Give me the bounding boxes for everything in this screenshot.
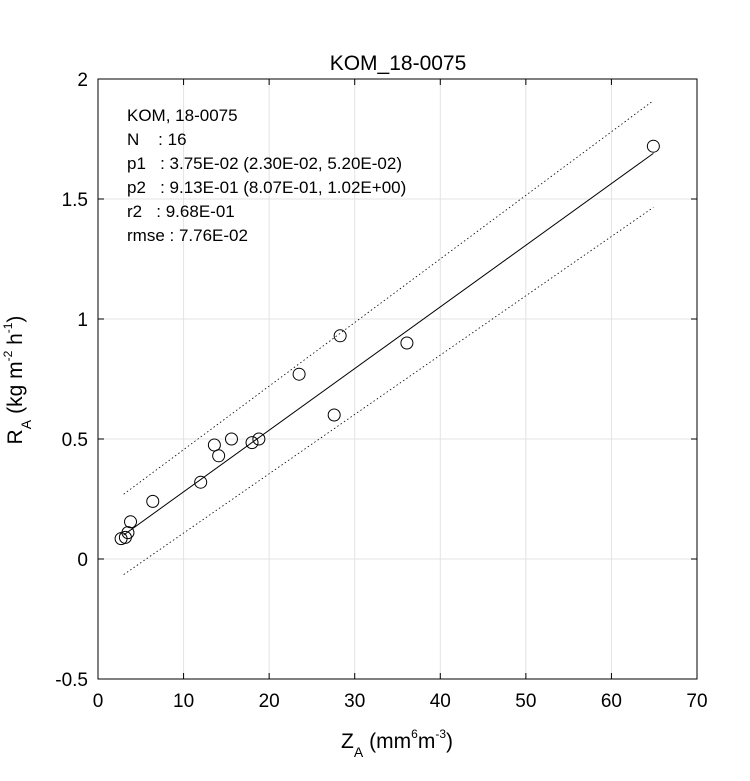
prediction-bounds	[123, 100, 654, 575]
y-tick-label: -0.5	[55, 670, 88, 691]
data-point	[146, 494, 160, 508]
y-label-mid: h	[4, 333, 27, 351]
y-label-sup2: -1	[1, 322, 15, 333]
x-tick-label: 60	[601, 691, 622, 712]
stats-annotation: KOM, 18-0075 N : 16 p1 : 3.75E-02 (2.30E…	[127, 106, 406, 245]
x-tick-label: 10	[173, 691, 194, 712]
y-label-pre: (kg m	[4, 361, 27, 414]
x-axis-ticks: 0 10 20 30 40 50 60 70	[93, 79, 708, 712]
data-point	[400, 336, 414, 350]
fit-line	[123, 152, 654, 536]
y-axis-ticks: -0.5 0 0.5 1 1.5 2	[55, 70, 697, 691]
data-point	[327, 408, 341, 422]
x-label-post: )	[446, 730, 453, 753]
annotation-line-6: rmse : 7.76E-02	[127, 226, 248, 245]
y-axis-label: RA (kg m-2 h-1)	[1, 316, 34, 445]
x-label-sub: A	[354, 744, 364, 760]
data-point	[124, 515, 138, 529]
annotation-line-3: p1 : 3.75E-02 (2.30E-02, 5.20E-02)	[127, 154, 402, 173]
data-point	[212, 449, 226, 463]
x-label-pre: (mm	[369, 730, 411, 753]
y-label-sup1: -2	[1, 350, 15, 361]
annotation-line-4: p2 : 9.13E-01 (8.07E-01, 1.02E+00)	[127, 178, 406, 197]
data-point	[292, 367, 306, 381]
y-tick-label: 2	[77, 70, 88, 91]
lower-bound-line	[123, 207, 654, 575]
y-tick-label: 1	[77, 310, 88, 331]
x-tick-label: 20	[259, 691, 280, 712]
data-points	[114, 139, 660, 546]
x-label-mid: m	[418, 730, 436, 753]
chart-title: KOM_18-0075	[330, 52, 467, 75]
x-label-sup2: -3	[435, 727, 446, 741]
x-tick-label: 50	[515, 691, 536, 712]
data-point	[252, 432, 266, 446]
y-tick-label: 0	[77, 550, 88, 571]
y-tick-label: 1.5	[62, 190, 88, 211]
annotation-line-2: N : 16	[127, 130, 187, 149]
x-tick-label: 0	[93, 691, 104, 712]
plot-area-border	[97, 78, 698, 680]
fit-line-group	[123, 152, 654, 536]
x-axis-label: ZA (mm6m-3)	[341, 727, 453, 760]
data-point	[121, 526, 135, 540]
x-label-sup1: 6	[411, 727, 418, 741]
x-tick-label: 30	[344, 691, 365, 712]
x-tick-label: 40	[430, 691, 451, 712]
x-tick-label: 70	[686, 691, 707, 712]
x-label-main: Z	[341, 730, 354, 753]
annotation-line-5: r2 : 9.68E-01	[127, 202, 235, 221]
y-label-sub: A	[18, 419, 34, 429]
y-label-main: R	[4, 429, 27, 444]
data-point	[333, 329, 347, 343]
data-point	[646, 139, 660, 153]
data-point	[245, 436, 259, 450]
data-point	[224, 432, 238, 446]
data-point	[194, 475, 208, 489]
y-label-post: )	[4, 316, 27, 323]
annotation-line-1: KOM, 18-0075	[127, 106, 238, 125]
y-tick-label: 0.5	[62, 430, 88, 451]
